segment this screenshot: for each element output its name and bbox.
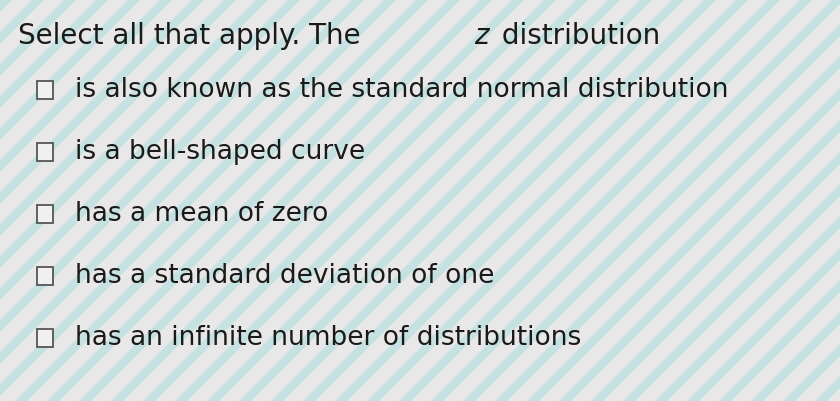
Polygon shape xyxy=(495,0,840,401)
FancyBboxPatch shape xyxy=(37,267,53,285)
Polygon shape xyxy=(463,0,840,401)
Polygon shape xyxy=(239,0,652,401)
FancyBboxPatch shape xyxy=(37,81,53,99)
Polygon shape xyxy=(623,0,840,401)
Polygon shape xyxy=(0,0,12,401)
Polygon shape xyxy=(0,0,300,401)
Polygon shape xyxy=(0,0,268,401)
Polygon shape xyxy=(0,0,140,401)
Polygon shape xyxy=(399,0,812,401)
Polygon shape xyxy=(0,0,236,401)
Polygon shape xyxy=(0,0,204,401)
Polygon shape xyxy=(15,0,428,401)
FancyBboxPatch shape xyxy=(37,329,53,347)
Polygon shape xyxy=(655,0,840,401)
Polygon shape xyxy=(47,0,460,401)
Polygon shape xyxy=(0,0,396,401)
Polygon shape xyxy=(815,0,840,401)
Polygon shape xyxy=(0,0,76,401)
Polygon shape xyxy=(303,0,716,401)
Polygon shape xyxy=(271,0,684,401)
Polygon shape xyxy=(111,0,524,401)
Polygon shape xyxy=(79,0,492,401)
Polygon shape xyxy=(143,0,556,401)
Text: distribution: distribution xyxy=(493,22,661,50)
Text: has a mean of zero: has a mean of zero xyxy=(75,201,328,227)
Polygon shape xyxy=(751,0,840,401)
Polygon shape xyxy=(559,0,840,401)
Text: has an infinite number of distributions: has an infinite number of distributions xyxy=(75,325,581,351)
Text: z: z xyxy=(475,22,489,50)
Text: is also known as the standard normal distribution: is also known as the standard normal dis… xyxy=(75,77,728,103)
Polygon shape xyxy=(0,0,108,401)
Polygon shape xyxy=(175,0,588,401)
Polygon shape xyxy=(431,0,840,401)
Polygon shape xyxy=(367,0,780,401)
Polygon shape xyxy=(0,0,44,401)
Polygon shape xyxy=(207,0,620,401)
Polygon shape xyxy=(527,0,840,401)
Text: has a standard deviation of one: has a standard deviation of one xyxy=(75,263,495,289)
Polygon shape xyxy=(783,0,840,401)
Polygon shape xyxy=(0,0,364,401)
Polygon shape xyxy=(0,0,332,401)
Polygon shape xyxy=(0,0,172,401)
Polygon shape xyxy=(591,0,840,401)
Polygon shape xyxy=(687,0,840,401)
FancyBboxPatch shape xyxy=(37,205,53,223)
FancyBboxPatch shape xyxy=(37,143,53,161)
Polygon shape xyxy=(335,0,748,401)
Text: is a bell-shaped curve: is a bell-shaped curve xyxy=(75,139,365,165)
Text: Select all that apply. The: Select all that apply. The xyxy=(18,22,370,50)
Polygon shape xyxy=(719,0,840,401)
